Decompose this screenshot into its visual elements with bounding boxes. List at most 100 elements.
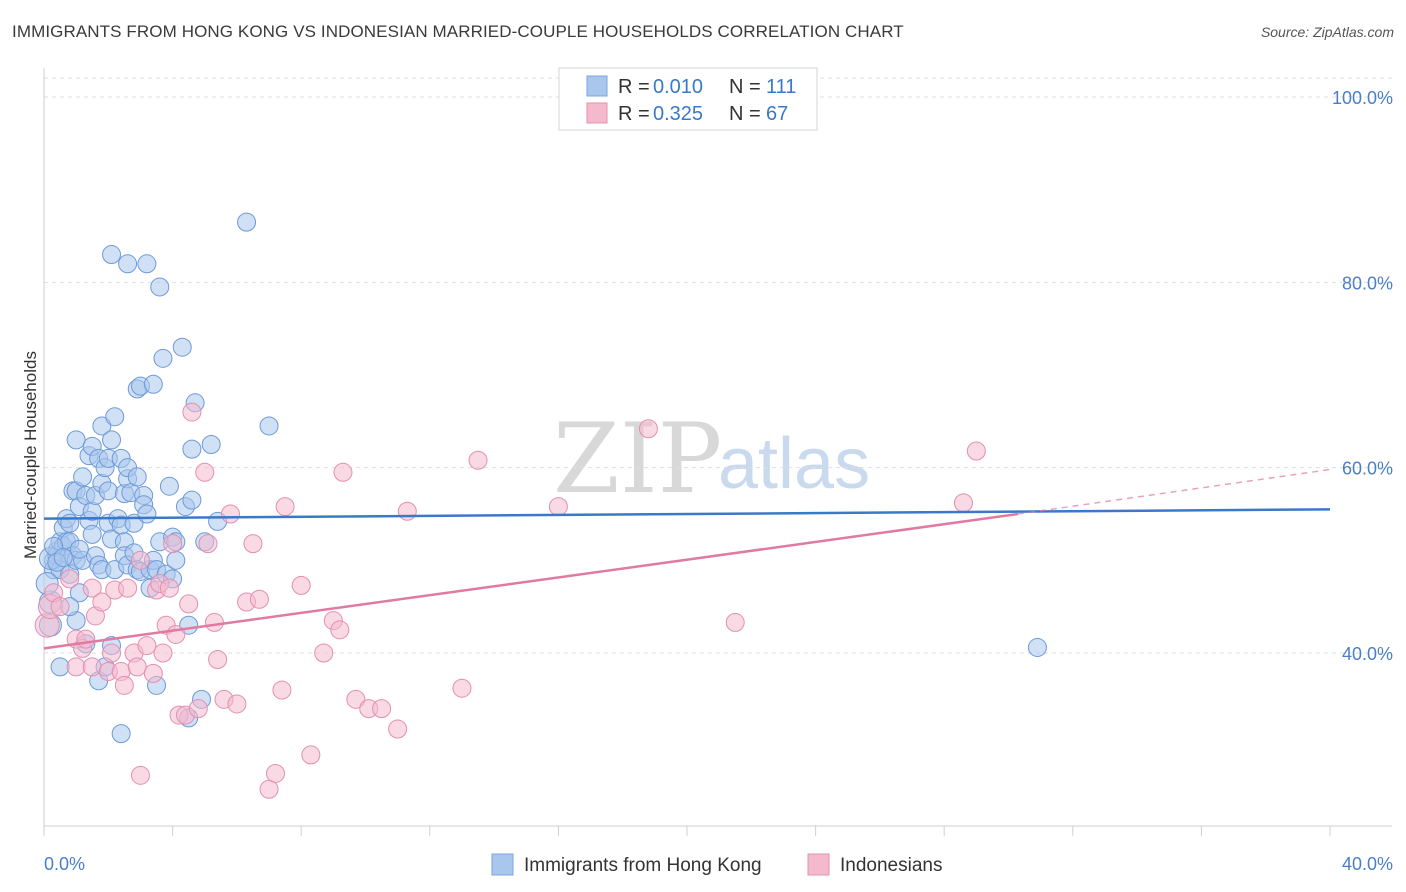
data-point <box>153 348 173 368</box>
data-point <box>105 407 125 427</box>
data-point <box>195 462 215 482</box>
data-point <box>82 578 102 598</box>
data-point <box>198 534 218 554</box>
data-point <box>53 548 73 568</box>
legend-n-label-pink: N = <box>729 103 761 125</box>
data-point <box>275 497 295 517</box>
data-point <box>153 643 173 663</box>
y-axis-label: Married-couple Households <box>21 351 40 559</box>
trend-line-indonesians <box>43 512 1019 650</box>
data-point <box>66 430 86 450</box>
data-point <box>102 245 122 265</box>
data-point <box>73 467 93 487</box>
data-point <box>227 694 247 714</box>
x-tick-label-0: 0.0% <box>44 854 85 874</box>
trend-line-hong-kong <box>43 508 1331 520</box>
y-tick-labels: 100.0% 80.0% 60.0% 40.0% <box>1332 88 1393 664</box>
data-point <box>143 374 163 394</box>
legend-r-label-blue: R = <box>618 76 650 98</box>
data-point <box>188 699 208 719</box>
legend-r-value-blue: 0.010 <box>653 76 703 98</box>
gridlines <box>44 77 1392 654</box>
legend-swatch-pink <box>586 102 608 124</box>
data-point <box>1027 637 1047 657</box>
data-point <box>60 513 80 533</box>
data-point <box>182 490 202 510</box>
data-point <box>102 643 122 663</box>
data-point <box>272 680 292 700</box>
series-indonesians-points <box>34 402 986 799</box>
data-point <box>143 663 163 683</box>
data-point <box>166 550 186 570</box>
data-point <box>118 578 138 598</box>
chart-title: IMMIGRANTS FROM HONG KONG VS INDONESIAN … <box>12 22 904 41</box>
data-point <box>452 678 472 698</box>
data-point <box>966 441 986 461</box>
data-point <box>638 419 658 439</box>
bottom-legend-label-indonesians: Indonesians <box>840 855 942 876</box>
y-tick-label-40: 40.0% <box>1342 644 1393 664</box>
data-point <box>265 763 285 783</box>
legend-n-label-blue: N = <box>729 76 761 98</box>
data-point <box>182 439 202 459</box>
data-point <box>82 657 102 677</box>
data-point <box>137 504 157 524</box>
data-point <box>159 578 179 598</box>
data-point <box>953 493 973 513</box>
data-point <box>69 539 89 559</box>
trend-lines <box>43 468 1331 650</box>
source-label: Source: ZipAtlas.com <box>1260 24 1394 40</box>
data-point <box>346 689 366 709</box>
data-point <box>208 649 228 669</box>
data-point <box>201 435 221 454</box>
data-point <box>159 476 179 496</box>
data-point <box>76 629 96 649</box>
data-point <box>111 724 131 744</box>
legend-n-value-blue: 111 <box>766 76 796 98</box>
legend-n-value-pink: 67 <box>766 103 788 125</box>
data-point <box>163 534 183 554</box>
data-point <box>259 416 279 436</box>
legend-swatch-blue <box>586 75 608 97</box>
bottom-legend: Immigrants from Hong Kong Indonesians <box>491 853 942 876</box>
data-point <box>548 497 568 517</box>
data-point <box>137 636 157 656</box>
legend: R = 0.010 N = 111 R = 0.325 N = 67 <box>558 67 818 131</box>
y-tick-label-60: 60.0% <box>1342 459 1393 479</box>
series-hong-kong-points <box>35 212 1047 744</box>
axes <box>43 68 1392 836</box>
legend-r-label-pink: R = <box>618 103 650 125</box>
data-point <box>330 620 350 640</box>
data-point <box>182 402 202 422</box>
data-point <box>82 524 102 544</box>
data-point <box>150 277 170 297</box>
data-point <box>291 575 311 595</box>
data-point <box>50 597 70 617</box>
data-point <box>243 534 263 554</box>
data-point <box>468 450 488 470</box>
data-point <box>301 745 321 765</box>
data-point <box>114 675 134 695</box>
data-point <box>237 212 257 232</box>
data-point <box>220 504 240 524</box>
data-point <box>372 699 392 719</box>
trend-line-indonesians-extension <box>1018 468 1331 515</box>
data-point <box>137 254 157 274</box>
data-point <box>127 467 147 487</box>
x-tick-labels: 0.0% 40.0% <box>44 854 1393 874</box>
bottom-legend-swatch-pink <box>807 853 830 876</box>
data-point <box>249 589 269 609</box>
data-point <box>102 430 122 450</box>
data-point <box>725 612 745 632</box>
watermark-zip: ZIP <box>553 403 722 515</box>
data-point <box>333 462 353 482</box>
data-point <box>388 719 408 739</box>
bottom-legend-label-hong-kong: Immigrants from Hong Kong <box>524 855 762 876</box>
legend-r-value-pink: 0.325 <box>653 103 703 125</box>
data-point <box>179 594 199 614</box>
watermark-atlas: atlas <box>718 424 870 504</box>
y-tick-label-100: 100.0% <box>1332 88 1393 108</box>
data-point <box>397 501 417 521</box>
data-point <box>118 254 138 274</box>
